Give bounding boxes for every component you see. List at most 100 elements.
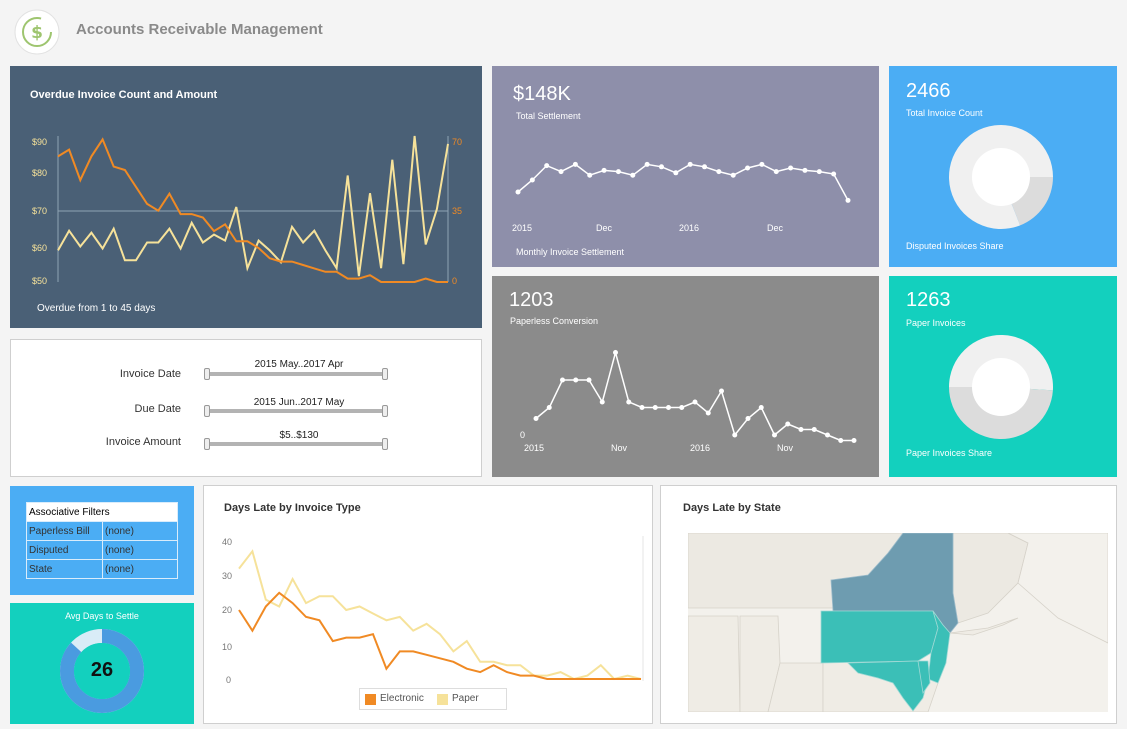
map-region-nj[interactable] [927, 610, 951, 684]
paperless-chart[interactable]: 0 2015 Nov 2016 Nov [492, 276, 879, 477]
settlement-footer: Monthly Invoice Settlement [516, 247, 625, 257]
data-point [573, 377, 579, 383]
x-tick: 2015 [512, 223, 532, 233]
data-point [702, 164, 708, 170]
paper-line [238, 549, 642, 681]
legend-electronic[interactable]: Electronic [380, 693, 424, 704]
left-tick: $50 [32, 276, 47, 286]
invoice-date-range: 2015 May..2017 Apr [254, 359, 344, 370]
data-point [773, 169, 779, 175]
paper-donut[interactable] [889, 276, 1117, 477]
data-point [705, 410, 711, 416]
settlement-chart[interactable]: 2015 Dec 2016 Dec [492, 66, 879, 267]
dollar-cycle-icon: $ [14, 9, 60, 55]
overdue-count-line [57, 135, 449, 277]
x-tick: Nov [777, 443, 794, 453]
invoice-count-label: Total Invoice Count [906, 108, 983, 118]
filter-value[interactable]: (none) [102, 521, 178, 541]
invoice-count-panel: 2466 Total Invoice Count Disputed Invoic… [889, 66, 1117, 267]
disputed-donut[interactable] [889, 66, 1117, 267]
data-point [732, 432, 738, 438]
table-row[interactable]: Paperless Bill (none) [26, 521, 178, 541]
days-late-type-chart[interactable]: 40 30 20 10 0 [204, 486, 653, 724]
data-point [788, 165, 794, 171]
data-point [533, 416, 539, 421]
map-region-de[interactable] [917, 660, 931, 695]
table-row[interactable]: Disputed (none) [26, 540, 178, 560]
electronic-swatch [365, 694, 376, 705]
days-late-type-panel: Days Late by Invoice Type 40 30 20 10 0 … [203, 485, 653, 724]
data-point [560, 377, 565, 383]
avg-days-gauge[interactable] [10, 603, 194, 724]
slider-handle-min[interactable] [204, 405, 210, 417]
associative-filters-header: Associative Filters [26, 502, 178, 522]
electronic-line [238, 591, 641, 680]
data-point [745, 165, 751, 171]
x-tick: Dec [767, 223, 784, 233]
range-filters-panel: Invoice Date 2015 May..2017 Apr Due Date… [10, 339, 482, 477]
overdue-amount-line [57, 137, 448, 283]
x-tick: Nov [611, 443, 628, 453]
slider-handle-min[interactable] [204, 438, 210, 450]
x-tick: 2016 [679, 223, 699, 233]
paperless-line [535, 349, 854, 442]
page-title: Accounts Receivable Management [76, 21, 323, 38]
slider-handle-max[interactable] [382, 368, 388, 380]
slider-handle-max[interactable] [382, 438, 388, 450]
data-point [679, 405, 685, 410]
days-late-type-title: Days Late by Invoice Type [224, 502, 361, 514]
paperless-panel: 1203 Paperless Conversion 0 2015 Nov 201… [492, 276, 879, 477]
data-point [558, 169, 564, 175]
data-point [802, 167, 808, 173]
y-tick: 0 [226, 675, 231, 685]
filter-value[interactable]: (none) [102, 540, 178, 560]
overdue-chart[interactable]: $90 $80 $70 $60 $50 70 35 0 [10, 66, 482, 328]
due-date-slider[interactable] [204, 405, 388, 417]
right-tick: 35 [452, 206, 462, 216]
invoice-amount-slider[interactable] [204, 438, 388, 450]
data-point [615, 169, 621, 175]
table-row[interactable]: State (none) [26, 559, 178, 579]
settlement-line [517, 163, 849, 201]
data-point [515, 189, 521, 195]
data-point [745, 416, 751, 421]
data-point [599, 399, 605, 405]
slider-handle-min[interactable] [204, 368, 210, 380]
data-point [716, 169, 722, 175]
data-point [825, 432, 830, 438]
left-tick: $60 [32, 243, 47, 253]
due-date-range: 2015 Jun..2017 May [253, 397, 345, 408]
days-late-state-panel: Days Late by State [660, 485, 1117, 724]
data-point [687, 161, 693, 167]
filter-name: Disputed [26, 540, 103, 560]
y-tick: 20 [222, 605, 232, 615]
x-tick: 2015 [524, 443, 544, 453]
filter-value[interactable]: (none) [102, 559, 178, 579]
map-region-pa[interactable] [820, 610, 939, 664]
invoice-date-slider[interactable] [204, 368, 388, 380]
data-point [785, 421, 791, 427]
data-point [630, 172, 636, 178]
data-point [626, 399, 632, 405]
data-point [816, 169, 822, 175]
svg-text:$: $ [31, 23, 43, 43]
left-tick: $70 [32, 206, 47, 216]
legend-paper[interactable]: Paper [452, 693, 479, 704]
avg-days-value: 26 [90, 659, 114, 681]
data-point [644, 161, 650, 167]
settlement-panel: $148K Total Settlement 2015 Dec 2016 Dec… [492, 66, 879, 267]
right-tick: 70 [452, 137, 462, 147]
slider-handle-max[interactable] [382, 405, 388, 417]
paper-invoices-footer: Paper Invoices Share [906, 448, 993, 458]
y-tick: 0 [520, 430, 525, 440]
data-point [758, 405, 764, 410]
associative-filters-table: Associative Filters Paperless Bill (none… [26, 502, 178, 579]
left-tick: $80 [32, 168, 47, 178]
associative-filters-panel: Associative Filters Paperless Bill (none… [10, 486, 194, 595]
settlement-value: $148K [513, 83, 571, 105]
data-point [831, 171, 837, 177]
state-map[interactable] [688, 533, 1108, 712]
data-point [838, 438, 844, 443]
data-point [845, 197, 851, 203]
data-point [811, 427, 817, 432]
